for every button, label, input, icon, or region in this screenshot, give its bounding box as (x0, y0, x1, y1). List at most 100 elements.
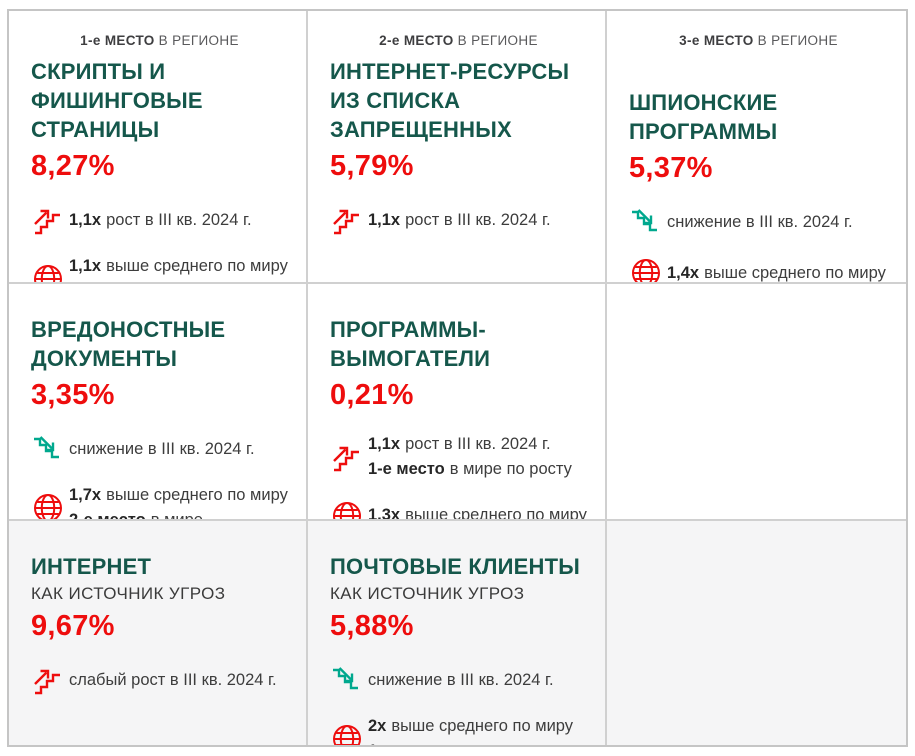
stat-multiplier: 2x (368, 717, 387, 736)
stats-list: слабый рост в III кв. 2024 г. (31, 663, 288, 697)
stat-text: снижение в III кв. 2024 г. (69, 439, 255, 458)
stat-text: выше среднего по миру (106, 257, 288, 276)
stat-line: 1-е место в мире (368, 739, 573, 745)
globe-icon (330, 722, 368, 745)
stat-rank: 1-е место (368, 742, 445, 745)
card-web-threat-source: ИНТЕРНЕТ КАК ИСТОЧНИК УГРОЗ 9,67% слабый… (9, 521, 308, 745)
stats-list: снижение в III кв. 2024 г. 1,4x выше сред… (629, 205, 888, 284)
stat-line: 2x выше среднего по миру (368, 714, 573, 739)
stat-line: 1,1x рост в III кв. 2024 г. (69, 208, 252, 233)
share-percent: 3,35% (31, 379, 115, 412)
empty-cell (607, 284, 906, 521)
stat-line: снижение в III кв. 2024 г. (69, 437, 255, 462)
rank-badge: 2-е МЕСТО В РЕГИОНЕ (330, 33, 587, 48)
stat-text: снижение в III кв. 2024 г. (667, 212, 853, 231)
globe-icon (31, 262, 69, 284)
stat-text: в мире (150, 510, 203, 521)
stat-line: 2-е место в мире (69, 508, 288, 521)
stat-line: слабый рост в III кв. 2024 г. (69, 668, 277, 693)
share-percent: 5,37% (629, 152, 713, 185)
stat-text: в мире (450, 742, 502, 745)
stat-text: в мире по росту (449, 459, 572, 478)
card-title: ПОЧТОВЫЕ КЛИЕНТЫ (330, 554, 581, 579)
card-title: ПРОГРАММЫ- ВЫМОГАТЕЛИ (330, 317, 491, 372)
stat-multiplier: 1,4x (667, 263, 700, 282)
trend-stat: 1,1x рост в III кв. 2024 г. (31, 203, 288, 237)
stat-line: 1,1x выше среднего по миру (69, 254, 288, 279)
stat-line: снижение в III кв. 2024 г. (667, 210, 853, 235)
rank-badge: 3-е МЕСТО В РЕГИОНЕ (629, 33, 888, 48)
stat-rank: 1-е место (368, 459, 445, 478)
card-title: ИНТЕРНЕТ-РЕСУРСЫ ИЗ СПИСКА ЗАПРЕЩЕННЫХ (330, 59, 570, 143)
card-ransomware: ПРОГРАММЫ- ВЫМОГАТЕЛИ 0,21% 1,1x рост в I… (308, 284, 607, 521)
stat-line: 1-е место в мире по росту (368, 457, 572, 482)
world-stat: 1,7x выше среднего по миру 2-е место в мир… (31, 483, 288, 521)
stat-multiplier: 1,7x (69, 486, 102, 505)
rank-scope: В РЕГИОНЕ (158, 33, 239, 48)
card-mail-threat-source: ПОЧТОВЫЕ КЛИЕНТЫ КАК ИСТОЧНИК УГРОЗ 5,88… (308, 521, 607, 745)
rank-scope: В РЕГИОНЕ (757, 33, 838, 48)
globe-icon (330, 499, 368, 521)
trend-stat: снижение в III кв. 2024 г. (31, 432, 288, 466)
stat-multiplier: 1,3x (368, 506, 401, 521)
card-title: СКРИПТЫ И ФИШИНГОВЫЕ СТРАНИЦЫ (31, 59, 203, 143)
stat-rank: 2-е место (69, 510, 146, 521)
card-title: ВРЕДОНОСТНЫЕ ДОКУМЕНТЫ (31, 317, 226, 372)
stat-text: выше среднего по миру (106, 486, 288, 505)
rank-position: 1-е МЕСТО (80, 33, 155, 48)
globe-icon (31, 491, 69, 521)
trend-stat: снижение в III кв. 2024 г. (330, 663, 587, 697)
stat-line: 1,1x рост в III кв. 2024 г. (368, 432, 572, 457)
stairs-down-icon (629, 205, 667, 239)
share-percent: 9,67% (31, 610, 115, 643)
stairs-up-icon (31, 663, 69, 697)
stat-line: 1,1x рост в III кв. 2024 г. (368, 208, 551, 233)
stat-text: в мире (151, 282, 203, 283)
stat-rank: 3-е место (69, 282, 146, 283)
stat-text: слабый рост в III кв. 2024 г. (69, 670, 277, 689)
stat-text: рост в III кв. 2024 г. (106, 210, 252, 229)
world-stat: 1,3x выше среднего по миру (330, 499, 587, 521)
card-title: ИНТЕРНЕТ (31, 554, 152, 579)
trend-stat: слабый рост в III кв. 2024 г. (31, 663, 288, 697)
stat-text: выше среднего по миру (704, 263, 886, 282)
share-percent: 8,27% (31, 150, 115, 183)
stats-list: снижение в III кв. 2024 г. 1,7x выше сред… (31, 432, 288, 521)
stats-list: 1,1x рост в III кв. 2024 г. (330, 203, 587, 237)
rank-position: 2-е МЕСТО (379, 33, 454, 48)
card-spyware: 3-е МЕСТО В РЕГИОНЕ ШПИОНСКИЕ ПРОГРАММЫ 5… (607, 11, 906, 284)
stat-line: 3-е место в мире (69, 279, 288, 283)
stat-text: выше среднего по миру (405, 506, 587, 521)
card-scripts-phishing: 1-е МЕСТО В РЕГИОНЕ СКРИПТЫ И ФИШИНГОВЫЕ … (9, 11, 308, 284)
rank-scope: В РЕГИОНЕ (457, 33, 538, 48)
stats-list: снижение в III кв. 2024 г. 2x выше средне… (330, 663, 587, 745)
stat-text: снижение в III кв. 2024 г. (368, 670, 554, 689)
stats-grid: 1-е МЕСТО В РЕГИОНЕ СКРИПТЫ И ФИШИНГОВЫЕ … (7, 9, 908, 747)
stairs-up-icon (330, 203, 368, 237)
rank-position: 3-е МЕСТО (679, 33, 754, 48)
stairs-down-icon (330, 663, 368, 697)
empty-cell (607, 521, 906, 745)
stats-list: 1,1x рост в III кв. 2024 г. 1-е место в ми… (330, 432, 587, 521)
trend-stat: снижение в III кв. 2024 г. (629, 205, 888, 239)
card-banned-resources: 2-е МЕСТО В РЕГИОНЕ ИНТЕРНЕТ-РЕСУРСЫ ИЗ С… (308, 11, 607, 284)
trend-stat: 1,1x рост в III кв. 2024 г. 1-е место в ми… (330, 432, 587, 482)
share-percent: 0,21% (330, 379, 414, 412)
stat-multiplier: 1,1x (69, 257, 102, 276)
card-subtitle: КАК ИСТОЧНИК УГРОЗ (31, 584, 226, 604)
stat-line: 1,4x выше среднего по миру (667, 261, 886, 282)
rank-badge: 1-е МЕСТО В РЕГИОНЕ (31, 33, 288, 48)
stat-multiplier: 1,1x (69, 210, 102, 229)
world-stat: 1,4x выше среднего по миру (629, 256, 888, 284)
stat-line: 1,3x выше среднего по миру (368, 503, 587, 521)
stat-text: рост в III кв. 2024 г. (405, 435, 551, 454)
stat-multiplier: 1,1x (368, 210, 401, 229)
share-percent: 5,88% (330, 610, 414, 643)
card-subtitle: КАК ИСТОЧНИК УГРОЗ (330, 584, 525, 604)
stat-line: снижение в III кв. 2024 г. (368, 668, 554, 693)
stats-list: 1,1x рост в III кв. 2024 г. 1,1x выше сред… (31, 203, 288, 284)
stat-text: рост в III кв. 2024 г. (405, 210, 551, 229)
card-malicious-documents: ВРЕДОНОСТНЫЕ ДОКУМЕНТЫ 3,35% снижение в … (9, 284, 308, 521)
